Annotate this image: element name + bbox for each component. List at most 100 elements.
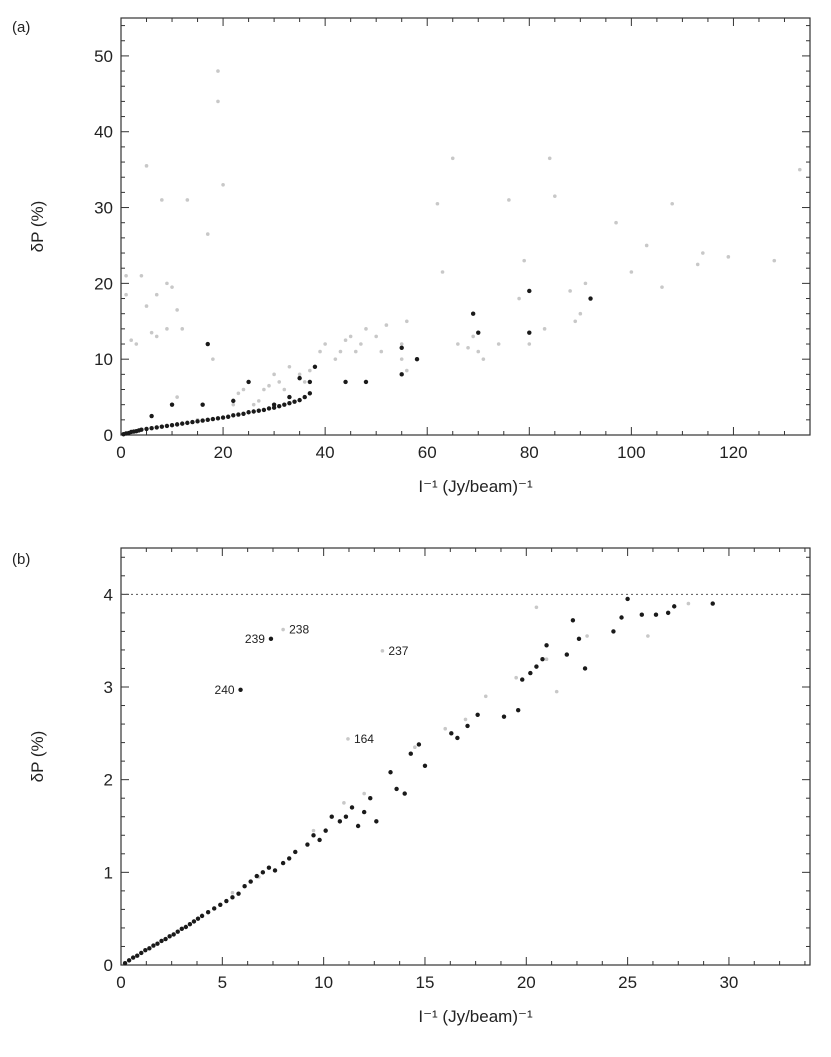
data-point [230, 895, 235, 900]
chart-panel-b: 0 5 10 15 20 25 30 0 1 2 3 4 239 238 237 240 164 (b) I⁻¹ (… [12, 547, 811, 1026]
x-tick-label: 20 [214, 443, 233, 462]
data-point [582, 666, 588, 671]
data-point [144, 426, 149, 432]
data-point [155, 941, 160, 946]
data-point [151, 943, 156, 948]
x-axis-label: I⁻¹ (Jy/beam)⁻¹ [418, 1007, 533, 1026]
data-point [547, 156, 552, 161]
data-point [337, 819, 343, 824]
data-point [195, 916, 201, 921]
data-point [483, 694, 488, 699]
data-point [364, 327, 368, 331]
x-tick-label: 0 [116, 973, 125, 992]
data-point [311, 833, 316, 838]
data-point [231, 402, 236, 407]
data-point [399, 357, 404, 361]
data-point [455, 735, 460, 741]
point-annotation: 240 [215, 683, 235, 697]
data-point [215, 416, 221, 421]
data-point [333, 357, 338, 361]
data-point [241, 411, 246, 416]
data-point [772, 258, 777, 263]
data-point [242, 884, 247, 889]
data-point [644, 243, 649, 248]
data-point [374, 819, 379, 824]
data-point [440, 270, 445, 274]
data-point [183, 924, 189, 930]
data-point [135, 953, 140, 958]
data-point [323, 828, 328, 833]
data-point [399, 342, 404, 346]
data-point [402, 791, 407, 796]
x-tick-label: 30 [719, 973, 738, 992]
data-point [323, 342, 327, 346]
data-point [695, 262, 700, 267]
data-point [261, 407, 267, 413]
data-point [216, 99, 220, 104]
data-point [343, 814, 349, 819]
data-point [165, 281, 169, 286]
data-point [191, 919, 197, 924]
data-point [475, 712, 480, 717]
y-tick-label: 2 [104, 771, 113, 790]
data-point [260, 870, 266, 875]
data-point [414, 356, 420, 362]
data-point [286, 856, 292, 861]
y-tick-label: 0 [104, 426, 113, 445]
data-point [470, 311, 476, 316]
data-point [272, 372, 276, 377]
data-point [342, 801, 346, 805]
data-point [271, 402, 277, 407]
data-point [159, 424, 165, 429]
data-point [496, 342, 501, 346]
data-point [450, 156, 455, 161]
data-point [466, 346, 470, 350]
data-point [476, 349, 481, 354]
data-point [534, 605, 539, 610]
y-tick-label: 20 [94, 274, 113, 293]
data-point [625, 596, 630, 602]
data-point [554, 689, 559, 694]
data-point [576, 636, 582, 642]
data-point [216, 69, 220, 73]
data-point [646, 634, 650, 638]
data-point [287, 400, 292, 406]
data-point [408, 751, 413, 756]
data-point [514, 675, 518, 680]
data-point [399, 345, 404, 351]
data-point [262, 387, 266, 392]
data-point [287, 364, 292, 369]
data-point [343, 379, 348, 385]
data-point [205, 232, 210, 236]
data-point [355, 823, 361, 829]
data-point [205, 417, 210, 423]
data-point [287, 394, 292, 400]
x-tick-label: 80 [520, 443, 539, 462]
data-point [710, 601, 715, 606]
data-point [573, 319, 578, 324]
point-annotation: 164 [354, 732, 374, 746]
data-point [317, 837, 322, 843]
data-point [231, 398, 236, 404]
data-point [251, 402, 256, 407]
data-point [236, 391, 241, 396]
data-point [246, 379, 251, 385]
x-tick-label: 20 [517, 973, 536, 992]
point-annotation: 238 [289, 623, 309, 637]
data-point [388, 770, 393, 775]
data-point [343, 338, 348, 343]
data-point [797, 167, 802, 172]
data-point [405, 319, 409, 324]
data-point [143, 947, 148, 953]
data-point [211, 357, 215, 361]
data-point [726, 255, 731, 259]
y-tick-label: 30 [94, 199, 113, 218]
data-point [527, 342, 532, 346]
data-point [456, 342, 460, 346]
data-point [338, 349, 343, 354]
data-point [164, 423, 170, 429]
data-point [353, 349, 358, 354]
panel-label: (a) [12, 19, 30, 36]
data-point [129, 338, 134, 343]
data-point [268, 636, 274, 642]
